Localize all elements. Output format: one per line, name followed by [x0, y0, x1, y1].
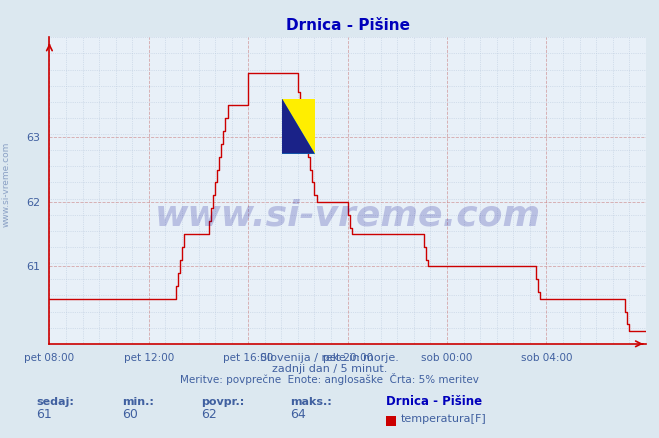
Text: 60: 60: [122, 408, 138, 421]
Text: temperatura[F]: temperatura[F]: [401, 414, 486, 424]
Text: Drnica - Pišine: Drnica - Pišine: [386, 395, 482, 408]
Title: Drnica - Pišine: Drnica - Pišine: [285, 18, 410, 33]
Text: min.:: min.:: [122, 397, 154, 407]
Text: www.si-vreme.com: www.si-vreme.com: [155, 198, 540, 232]
Text: 61: 61: [36, 408, 52, 421]
Polygon shape: [282, 99, 315, 154]
Text: sedaj:: sedaj:: [36, 397, 74, 407]
Text: Meritve: povprečne  Enote: anglosaške  Črta: 5% meritev: Meritve: povprečne Enote: anglosaške Črt…: [180, 373, 479, 385]
Text: www.si-vreme.com: www.si-vreme.com: [2, 141, 11, 226]
Polygon shape: [282, 99, 315, 154]
Text: Slovenija / reke in morje.: Slovenija / reke in morje.: [260, 353, 399, 364]
Text: 64: 64: [290, 408, 306, 421]
Text: 62: 62: [201, 408, 217, 421]
Text: maks.:: maks.:: [290, 397, 331, 407]
Text: zadnji dan / 5 minut.: zadnji dan / 5 minut.: [272, 364, 387, 374]
Text: povpr.:: povpr.:: [201, 397, 244, 407]
